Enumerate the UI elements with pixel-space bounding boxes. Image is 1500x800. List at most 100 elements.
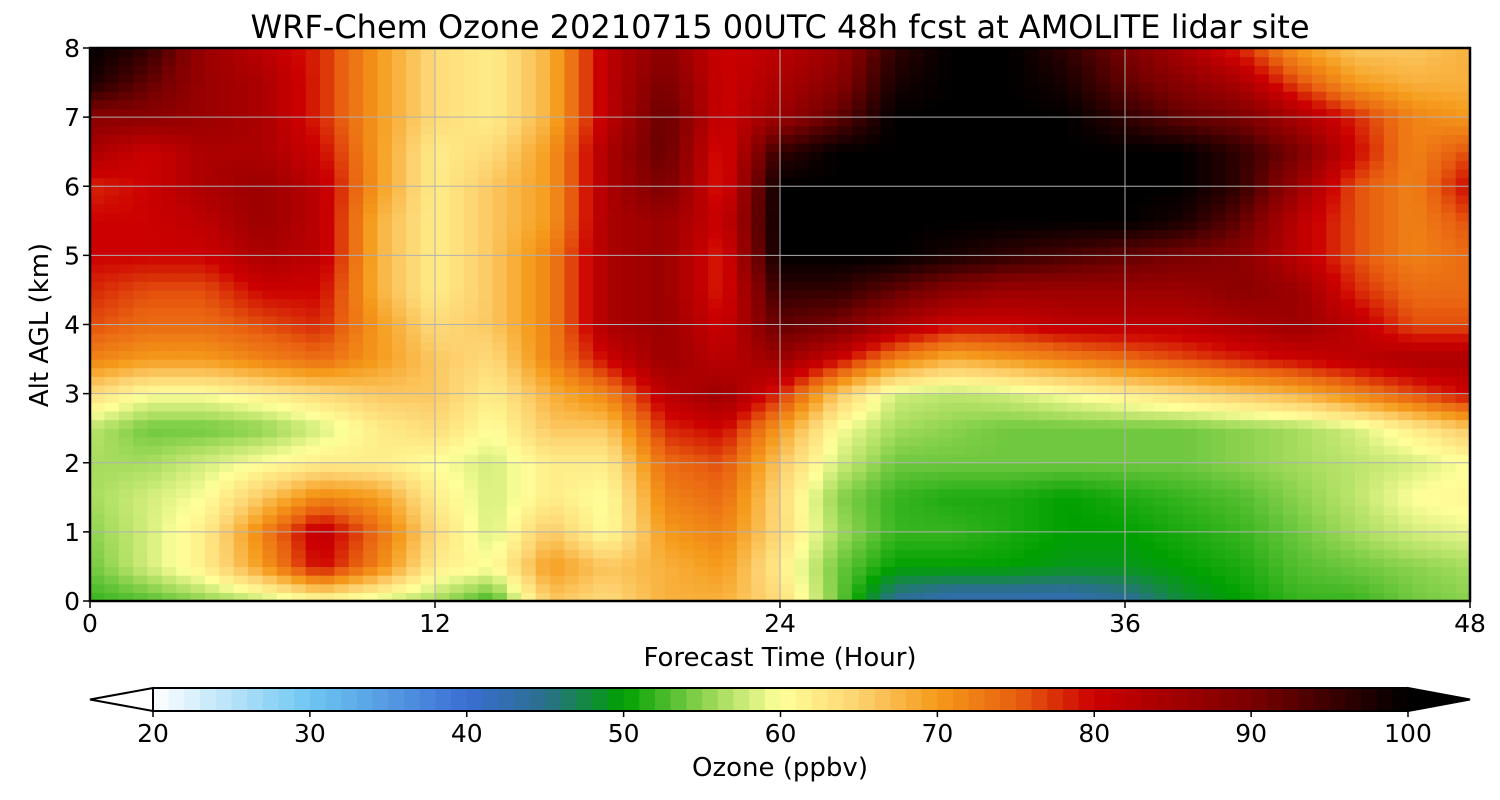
- heatmap-cell: [492, 220, 508, 231]
- heatmap-cell: [535, 324, 551, 334]
- heatmap-cell: [1067, 549, 1083, 559]
- heatmap-cell: [1225, 272, 1241, 282]
- heatmap-cell: [176, 523, 192, 533]
- heatmap-cell: [880, 324, 896, 334]
- heatmap-cell: [535, 471, 551, 481]
- heatmap-cell: [1426, 333, 1442, 343]
- heatmap-cell: [923, 333, 939, 343]
- heatmap-cell: [837, 471, 853, 481]
- heatmap-cell: [377, 281, 393, 291]
- heatmap-cell: [593, 359, 609, 369]
- heatmap-cell: [636, 307, 652, 317]
- heatmap-cell: [837, 410, 853, 421]
- heatmap-cell: [1196, 557, 1212, 568]
- heatmap-cell: [291, 160, 307, 170]
- heatmap-cell: [895, 229, 910, 239]
- heatmap-cell: [147, 220, 163, 231]
- heatmap-cell: [952, 523, 968, 533]
- heatmap-cell: [1139, 419, 1155, 429]
- heatmap-cell: [1067, 307, 1083, 317]
- heatmap-cell: [1110, 523, 1126, 533]
- heatmap-cell: [463, 367, 479, 377]
- heatmap-cell: [636, 194, 652, 205]
- heatmap-cell: [305, 419, 321, 429]
- heatmap-cell: [190, 341, 206, 352]
- heatmap-cell: [1398, 384, 1414, 395]
- heatmap-cell: [578, 384, 594, 395]
- heatmap-cell: [1326, 281, 1342, 291]
- heatmap-cell: [1412, 194, 1428, 205]
- heatmap-cell: [952, 177, 968, 187]
- heatmap-cell: [823, 324, 839, 334]
- heatmap-cell: [348, 419, 364, 429]
- heatmap-cell: [1441, 341, 1457, 352]
- heatmap-cell: [463, 246, 479, 256]
- heatmap-cell: [233, 220, 249, 231]
- heatmap-cell: [665, 393, 680, 403]
- heatmap-cell: [1168, 307, 1184, 317]
- heatmap-cell: [248, 514, 264, 524]
- heatmap-cell: [1412, 238, 1428, 248]
- heatmap-cell: [995, 298, 1011, 308]
- heatmap-cell: [1225, 436, 1241, 447]
- heatmap-cell: [1311, 367, 1327, 377]
- heatmap-cell: [1196, 177, 1212, 187]
- heatmap-cell: [1283, 168, 1299, 179]
- heatmap-cell: [291, 505, 307, 516]
- heatmap-cell: [305, 384, 321, 395]
- heatmap-cell: [866, 462, 882, 472]
- heatmap-cell: [851, 238, 867, 248]
- heatmap-cell: [938, 471, 954, 481]
- heatmap-cell: [593, 505, 609, 516]
- heatmap-cell: [938, 575, 954, 585]
- heatmap-cell: [1311, 557, 1327, 568]
- heatmap-cell: [607, 462, 623, 472]
- heatmap-cell: [1297, 194, 1313, 205]
- heatmap-cell: [492, 531, 508, 542]
- heatmap-cell: [1110, 367, 1126, 377]
- heatmap-cell: [966, 419, 982, 429]
- heatmap-cell: [176, 376, 192, 386]
- heatmap-cell: [1196, 350, 1212, 360]
- heatmap-cell: [233, 454, 249, 464]
- heatmap-cell: [406, 367, 422, 377]
- heatmap-cell: [1297, 212, 1313, 222]
- heatmap-cell: [320, 264, 335, 274]
- heatmap-cell: [995, 497, 1011, 507]
- heatmap-cell: [1139, 402, 1155, 412]
- heatmap-cell: [564, 264, 580, 274]
- heatmap-cell: [564, 281, 580, 291]
- heatmap-cell: [435, 454, 450, 464]
- heatmap-cell: [521, 402, 537, 412]
- heatmap-cell: [995, 445, 1011, 455]
- heatmap-cell: [1182, 540, 1198, 550]
- heatmap-cell: [722, 315, 738, 326]
- heatmap-cell: [1398, 168, 1414, 179]
- heatmap-cell: [104, 255, 120, 265]
- heatmap-cell: [1053, 177, 1069, 187]
- heatmap-cell: [895, 177, 910, 187]
- heatmap-cell: [895, 341, 910, 352]
- heatmap-cell: [837, 315, 853, 326]
- heatmap-cell: [506, 212, 522, 222]
- heatmap-cell: [305, 307, 321, 317]
- heatmap-cell: [305, 341, 321, 352]
- heatmap-cell: [578, 246, 594, 256]
- heatmap-cell: [823, 281, 839, 291]
- heatmap-cell: [449, 255, 465, 265]
- heatmap-cell: [593, 531, 609, 542]
- heatmap-cell: [1326, 471, 1342, 481]
- heatmap-cell: [981, 333, 997, 343]
- heatmap-cell: [909, 488, 925, 498]
- heatmap-cell: [1168, 419, 1184, 429]
- heatmap-cell: [636, 583, 652, 593]
- heatmap-cell: [923, 557, 939, 568]
- heatmap-cell: [1110, 549, 1126, 559]
- heatmap-cell: [161, 341, 177, 352]
- heatmap-cell: [161, 229, 177, 239]
- heatmap-cell: [722, 540, 738, 550]
- heatmap-cell: [1225, 168, 1241, 179]
- heatmap-cell: [880, 557, 896, 568]
- heatmap-cell: [1139, 462, 1155, 472]
